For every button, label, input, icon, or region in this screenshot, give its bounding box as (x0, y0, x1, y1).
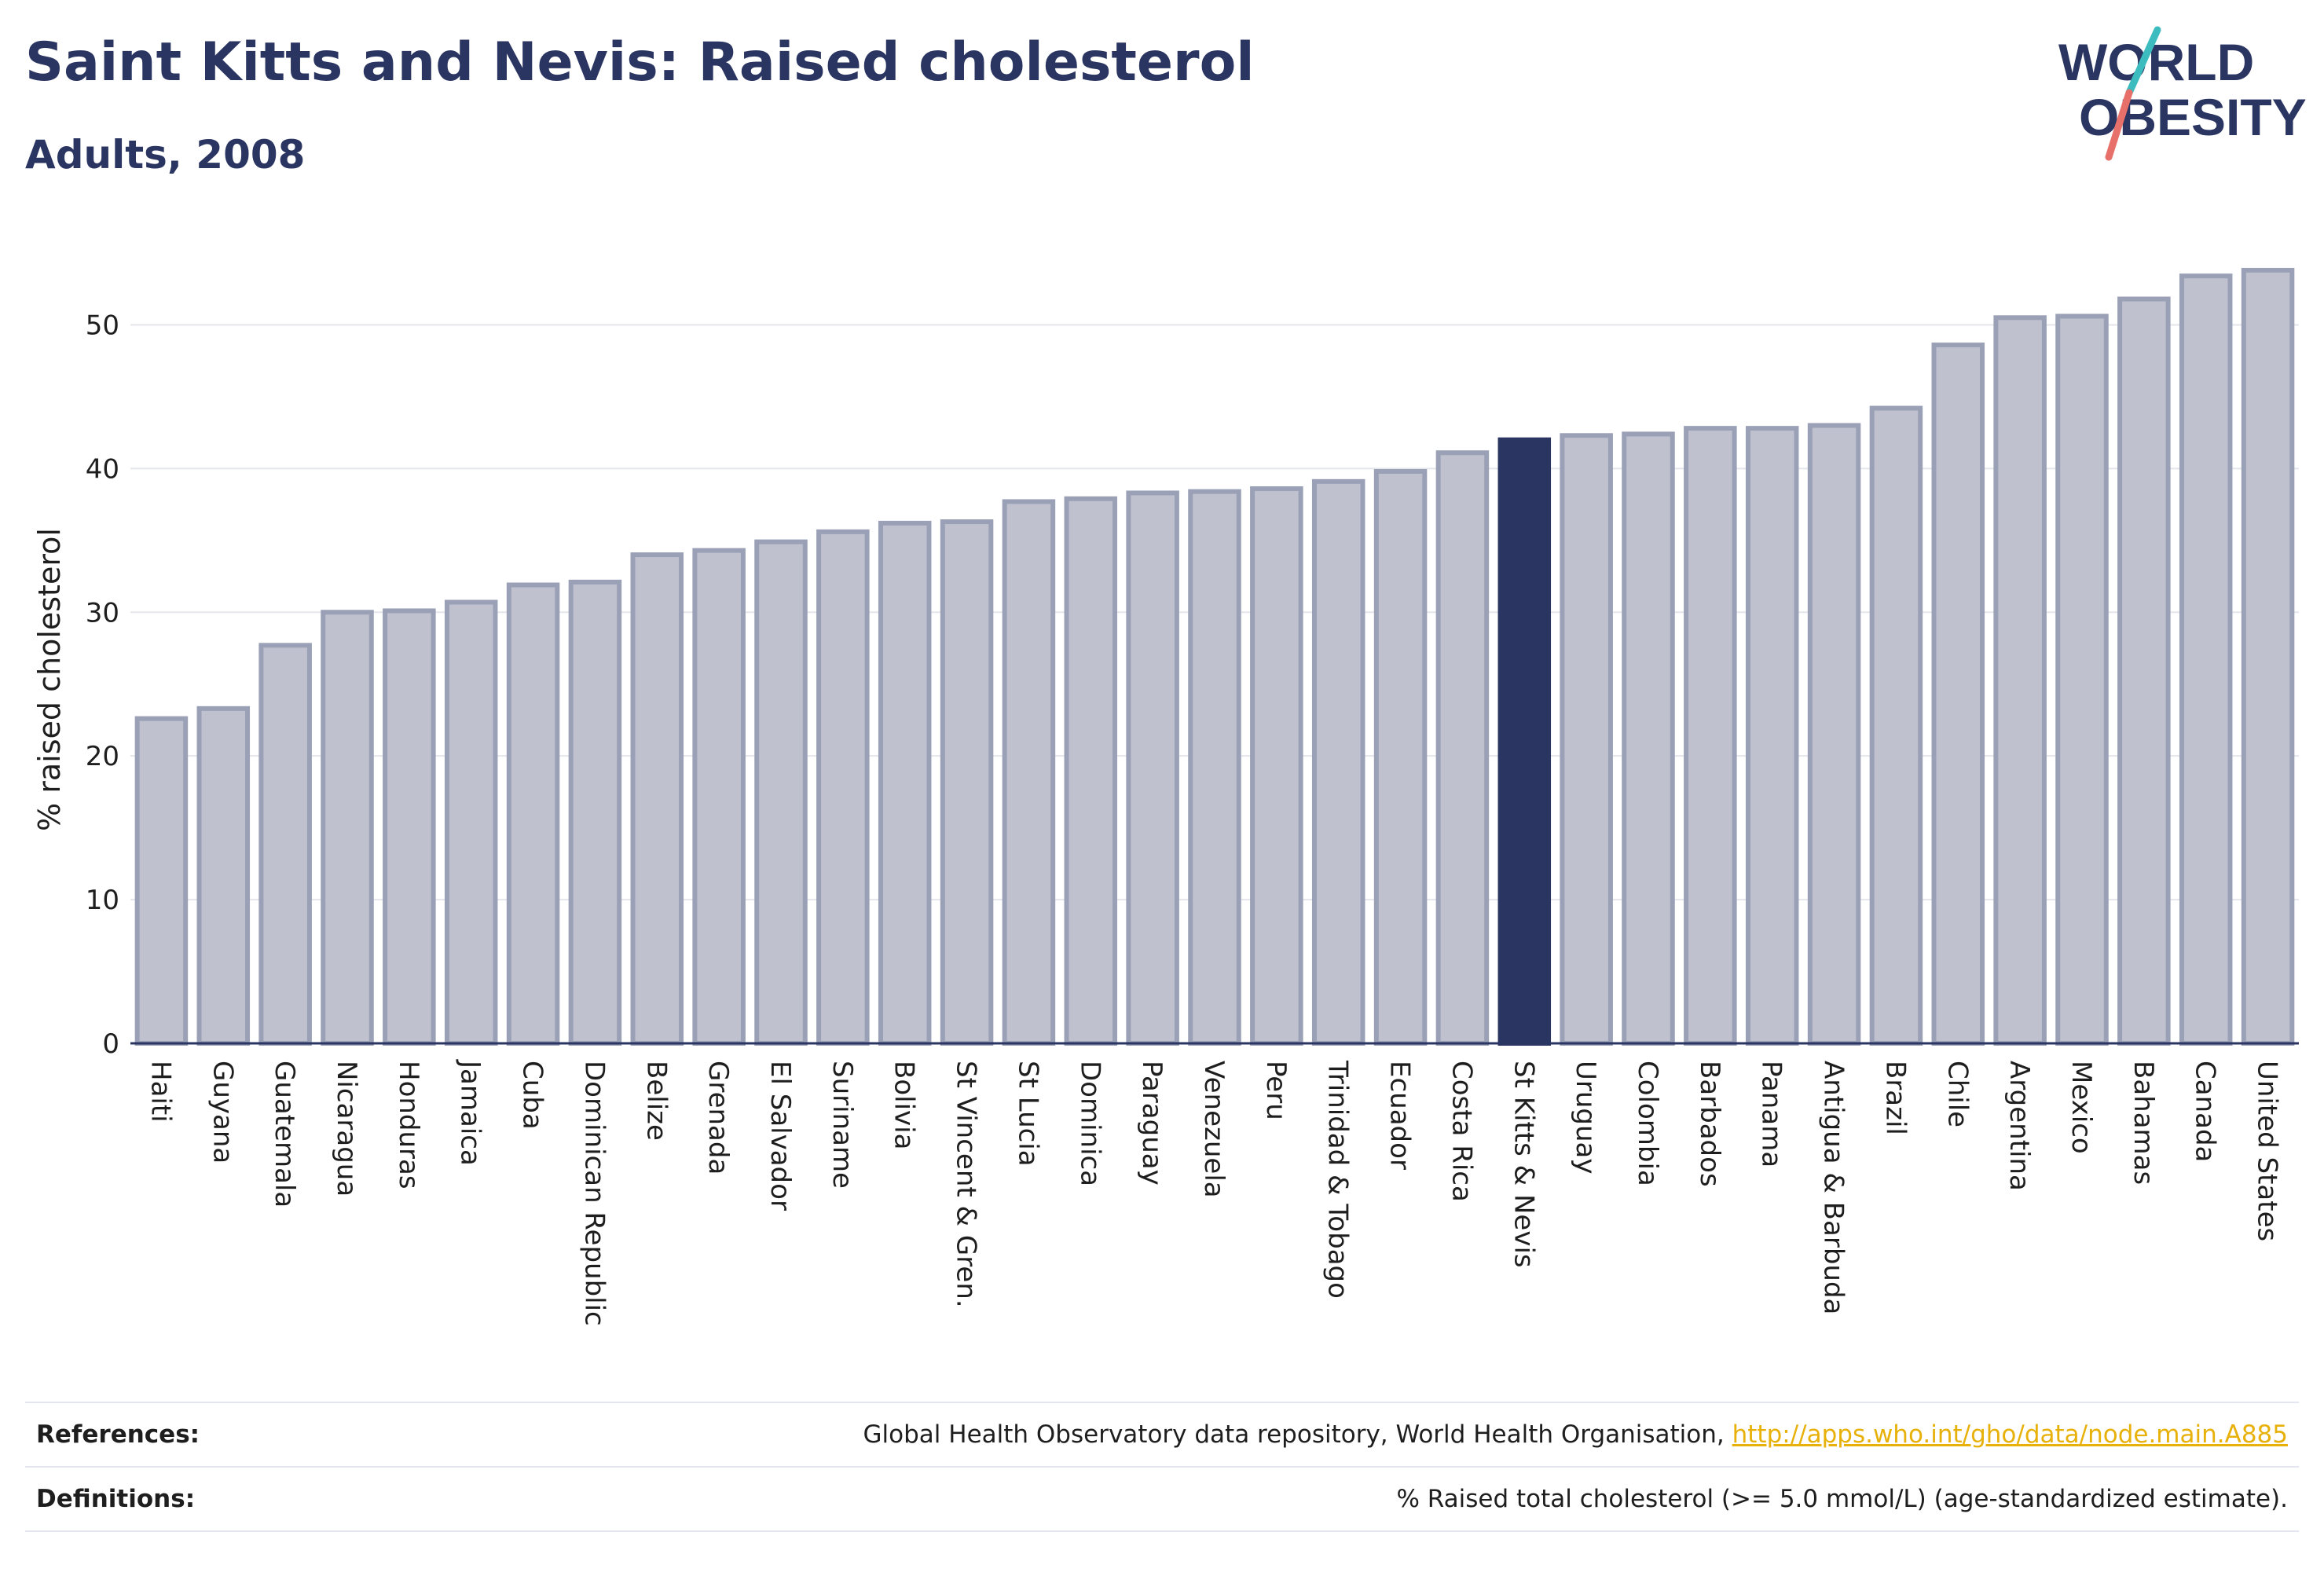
references-label: References: (36, 1420, 200, 1449)
bar[interactable] (444, 599, 498, 1046)
x-tick-label: Uruguay (1570, 1061, 1601, 1175)
logo-line-world: WORLD (2058, 33, 2254, 91)
x-tick-label: Panama (1756, 1061, 1787, 1167)
x-tick-label: St Lucia (1012, 1061, 1043, 1167)
bar[interactable] (258, 643, 312, 1046)
bar[interactable] (1311, 478, 1365, 1046)
bar[interactable] (1745, 426, 1799, 1046)
x-tick-label: Costa Rica (1446, 1061, 1477, 1202)
bar[interactable] (2117, 296, 2171, 1046)
bar-chart: 0 10 20 30 40 50 % raised cholesterol Haiti Guya… (32, 267, 2299, 1326)
x-tick-label: St Kitts & Nevis (1508, 1061, 1539, 1268)
x-tick-label: Bolivia (889, 1061, 920, 1149)
bars (134, 267, 2295, 1046)
x-tick-label: Guatemala (269, 1061, 300, 1208)
bar[interactable] (2241, 267, 2295, 1046)
x-tick-label: Chile (1941, 1061, 1973, 1127)
x-tick-label: Nicaragua (331, 1061, 362, 1197)
x-tick-label: Cuba (517, 1061, 548, 1130)
y-tick-label: 0 (102, 1028, 119, 1060)
bar[interactable] (1064, 496, 1118, 1046)
bar[interactable] (1622, 431, 1675, 1046)
x-tick-label: Trinidad & Tobago (1322, 1060, 1354, 1299)
y-tick-label: 50 (86, 310, 119, 341)
definitions-row: Definitions: % Raised total cholesterol … (25, 1466, 2299, 1532)
x-tick-label: Antigua & Barbuda (1818, 1061, 1849, 1314)
x-tick-label: Colombia (1632, 1061, 1663, 1186)
references-text: Global Health Observatory data repositor… (863, 1420, 1732, 1449)
x-tick-label: Haiti (145, 1061, 176, 1123)
bar[interactable] (1684, 426, 1737, 1046)
bar[interactable] (1807, 423, 1861, 1046)
bar[interactable] (1931, 343, 1985, 1046)
references-row: References: Global Health Observatory da… (25, 1402, 2299, 1466)
bar[interactable] (1993, 315, 2047, 1046)
bar[interactable] (1435, 450, 1490, 1046)
chart-title: Saint Kitts and Nevis: Raised cholestero… (25, 31, 1255, 93)
bar[interactable] (196, 706, 251, 1046)
bar[interactable] (506, 582, 560, 1046)
bar[interactable] (1250, 486, 1303, 1046)
bar[interactable] (568, 579, 622, 1046)
x-tick-label: Suriname (827, 1061, 858, 1189)
bar[interactable] (940, 519, 994, 1046)
references-link[interactable]: http://apps.who.int/gho/data/node.main.A… (1732, 1420, 2288, 1449)
x-tick-label: Belize (640, 1061, 672, 1141)
bar[interactable] (754, 539, 808, 1046)
x-tick-label: Bahamas (2128, 1061, 2159, 1185)
world-obesity-logo: WORLD OBESITY (2058, 26, 2307, 161)
x-tick-label: Argentina (2003, 1061, 2035, 1191)
x-tick-label: Ecuador (1384, 1061, 1416, 1170)
bar[interactable] (2179, 273, 2233, 1046)
x-tick-label: St Vincent & Gren. (951, 1061, 982, 1308)
x-tick-label: United States (2252, 1061, 2283, 1241)
bar[interactable] (878, 520, 932, 1046)
bar[interactable] (134, 716, 189, 1046)
bar[interactable] (1126, 490, 1179, 1046)
x-tick-label: Grenada (702, 1061, 734, 1175)
y-tick-label: 40 (86, 453, 119, 485)
x-tick-label: Honduras (393, 1061, 424, 1189)
x-tick-label: Venezuela (1198, 1061, 1230, 1198)
x-tick-label: Canada (2190, 1061, 2221, 1162)
bar[interactable] (1560, 433, 1613, 1046)
definitions-label: Definitions: (36, 1485, 196, 1513)
bar[interactable] (1373, 469, 1428, 1046)
chart-subtitle: Adults, 2008 (25, 132, 306, 178)
x-tick-label: El Salvador (764, 1061, 796, 1211)
chart-footer: References: Global Health Observatory da… (25, 1402, 2299, 1532)
x-tick-label: Brazil (1879, 1061, 1911, 1135)
x-tick-label: Guyana (207, 1061, 238, 1164)
tick-labels: 0 10 20 30 40 50 % raised cholesterol Haiti Guya… (32, 310, 2283, 1325)
y-tick-label: 20 (86, 741, 119, 772)
bar[interactable] (692, 548, 746, 1046)
y-axis-label: % raised cholesterol (32, 528, 67, 831)
x-tick-label: Dominican Republic (578, 1061, 610, 1326)
x-tick-label: Paraguay (1136, 1061, 1167, 1186)
y-tick-label: 10 (86, 885, 119, 916)
bar[interactable] (630, 552, 684, 1046)
bar-highlighted[interactable] (1497, 437, 1552, 1046)
bar[interactable] (321, 610, 374, 1046)
bar[interactable] (2055, 313, 2109, 1046)
bar[interactable] (1002, 499, 1056, 1046)
x-tick-label: Mexico (2066, 1061, 2097, 1154)
bar[interactable] (816, 529, 870, 1046)
bar[interactable] (1188, 489, 1241, 1046)
x-tick-label: Dominica (1074, 1061, 1105, 1186)
definitions-text: % Raised total cholesterol (>= 5.0 mmol/… (1396, 1485, 2288, 1513)
x-tick-label: Jamaica (455, 1059, 486, 1166)
x-tick-label: Barbados (1694, 1061, 1725, 1187)
references-value: Global Health Observatory data repositor… (863, 1420, 2288, 1449)
bar[interactable] (383, 608, 436, 1046)
bar[interactable] (1869, 405, 1923, 1046)
x-tick-label: Peru (1260, 1061, 1292, 1120)
y-tick-label: 30 (86, 597, 119, 629)
